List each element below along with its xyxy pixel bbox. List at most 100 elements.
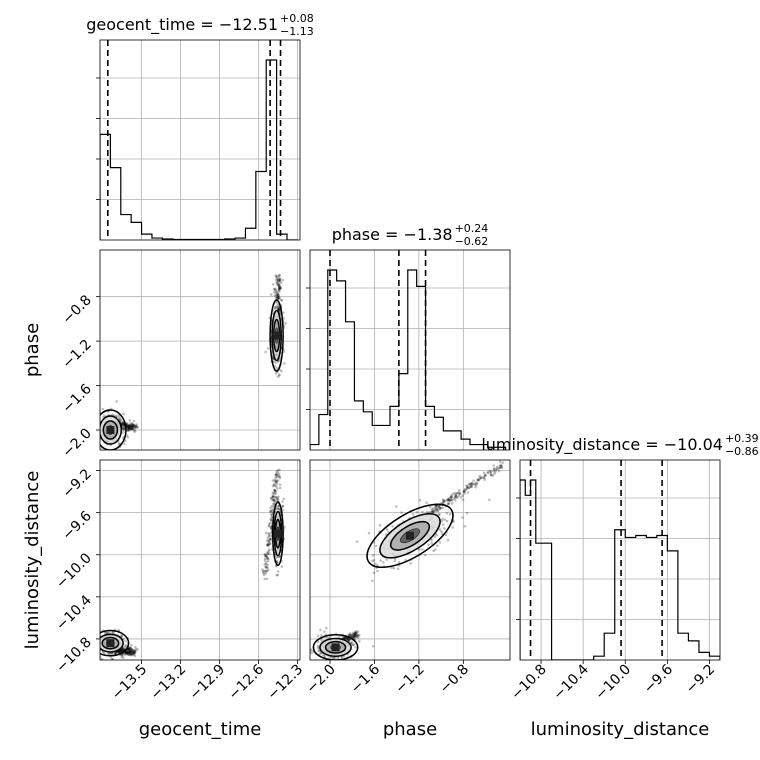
sample-point	[371, 554, 375, 557]
sample-point	[134, 647, 138, 651]
sample-point	[276, 302, 279, 306]
sample-point	[325, 626, 328, 630]
sample-point	[278, 310, 282, 314]
sample-point	[272, 498, 276, 501]
sample-point	[124, 639, 127, 643]
sample-point	[277, 288, 280, 292]
y-tick-label: −10.4	[53, 592, 95, 634]
y-axis-label-phase: phase	[22, 323, 43, 377]
sample-point	[278, 483, 282, 487]
sample-point	[125, 434, 129, 437]
sample-point	[121, 421, 125, 425]
sample-point	[356, 633, 360, 637]
sample-point	[126, 435, 130, 439]
sample-point	[126, 652, 130, 656]
sample-point	[277, 279, 280, 283]
sample-point	[276, 296, 280, 299]
sample-point	[133, 428, 137, 431]
x-axis-label-geocent_time: geocent_time	[139, 719, 262, 740]
sample-point	[277, 290, 281, 293]
sample-point	[266, 552, 270, 556]
sample-point	[423, 553, 427, 557]
sample-point	[418, 548, 421, 551]
sample-point	[454, 491, 458, 495]
sample-point	[132, 424, 136, 427]
sample-point	[267, 522, 271, 526]
sample-point	[281, 504, 285, 508]
density-contour	[271, 501, 284, 567]
sample-point	[268, 542, 272, 546]
sample-point	[431, 508, 435, 512]
sample-point	[117, 651, 121, 654]
sample-point	[479, 476, 482, 479]
sample-point	[343, 636, 347, 639]
sample-point	[268, 552, 271, 555]
sample-point	[280, 565, 284, 569]
sample-point	[135, 423, 138, 426]
sample-point	[130, 425, 134, 429]
sample-point	[129, 650, 133, 653]
sample-point	[346, 637, 349, 641]
sample-point	[265, 577, 269, 581]
sample-point	[275, 281, 279, 284]
sample-point	[378, 524, 382, 527]
sample-point	[131, 426, 135, 429]
sample-point	[265, 552, 269, 555]
title-main: phase = −1.38	[332, 225, 453, 244]
sample-point	[434, 505, 437, 508]
sample-point	[372, 559, 376, 562]
sample-point	[126, 425, 129, 429]
histogram-phase	[310, 269, 507, 450]
sample-point	[277, 278, 280, 282]
sample-point	[129, 649, 133, 652]
sample-point	[130, 426, 133, 430]
sample-point	[271, 479, 275, 482]
sample-point	[119, 649, 123, 652]
sample-point	[453, 494, 457, 497]
sample-point	[438, 528, 442, 531]
sample-point	[276, 506, 279, 510]
sample-point	[264, 555, 267, 558]
sample-point	[486, 471, 490, 475]
sample-point	[277, 305, 281, 309]
sample-point	[385, 528, 389, 531]
density-contour	[100, 629, 130, 657]
sample-point	[278, 374, 281, 377]
sample-point	[275, 496, 279, 499]
sample-point	[352, 632, 356, 636]
y-tick-label: −10.0	[53, 550, 95, 592]
sample-point	[434, 508, 438, 512]
sample-point	[277, 275, 281, 279]
sample-point	[433, 507, 437, 511]
sample-point	[274, 294, 278, 298]
x-axis-label-luminosity_distance: luminosity_distance	[531, 719, 710, 740]
sample-point	[454, 493, 458, 497]
sample-point	[274, 274, 277, 277]
sample-point	[374, 544, 378, 548]
panel-frame	[309, 249, 511, 451]
sample-point	[128, 647, 131, 650]
sample-point	[496, 468, 499, 471]
sample-point	[352, 634, 355, 637]
sample-point	[127, 425, 130, 429]
sample-point	[265, 543, 269, 546]
sample-point	[272, 482, 276, 486]
sample-point	[275, 473, 279, 477]
sample-point	[265, 569, 269, 573]
sample-point	[357, 633, 361, 637]
sample-point	[270, 531, 273, 535]
sample-point	[275, 305, 278, 309]
sample-point	[129, 649, 132, 652]
sample-point	[354, 631, 357, 635]
sample-point	[126, 429, 130, 433]
x-tick-label: −10.0	[592, 662, 634, 704]
sample-point	[269, 537, 273, 541]
sample-point	[275, 293, 278, 296]
sample-point	[276, 468, 280, 472]
sample-point	[493, 470, 497, 474]
sample-point	[276, 471, 279, 475]
sample-point	[277, 282, 280, 285]
sample-point	[267, 549, 270, 553]
sample-point	[279, 286, 282, 290]
sample-point	[266, 559, 270, 563]
